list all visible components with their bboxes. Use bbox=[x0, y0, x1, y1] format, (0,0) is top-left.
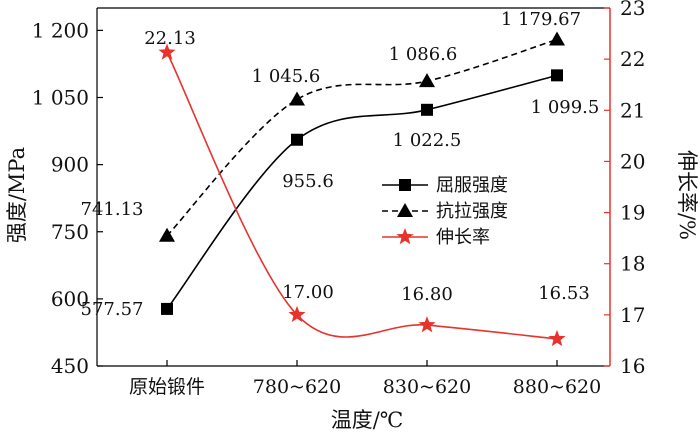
tensile-strength-data-label: 1 179.67 bbox=[501, 9, 581, 30]
yield-strength-data-label: 577.57 bbox=[81, 299, 144, 320]
left-axis-title: 强度/MPa bbox=[5, 147, 29, 243]
plot-frame bbox=[96, 7, 611, 367]
left-tick-label: 1 200 bbox=[32, 18, 89, 42]
right-tick-label: 21 bbox=[620, 98, 645, 122]
legend-label-yield-strength: 屈服强度 bbox=[436, 175, 508, 196]
yield-strength-line bbox=[166, 74, 558, 310]
yield-strength-marker bbox=[161, 302, 173, 315]
tensile-strength-data-label: 741.13 bbox=[81, 199, 144, 220]
tensile-strength-marker bbox=[549, 31, 565, 46]
elongation-line bbox=[166, 52, 558, 340]
left-tick-label: 600 bbox=[51, 287, 89, 311]
tensile-strength-data-label: 1 045.6 bbox=[252, 66, 321, 87]
yield-strength-data-label: 1 022.5 bbox=[393, 130, 462, 151]
labels-layer: 577.57 955.6 1 022.5 1 099.5 741.13 1 045.6 1 … bbox=[81, 9, 600, 320]
yield-strength-data-label: 1 099.5 bbox=[531, 97, 600, 118]
elongation-data-label: 17.00 bbox=[282, 282, 334, 303]
tensile-strength-line bbox=[166, 38, 558, 237]
legend-label-tensile-strength: 抗拉强度 bbox=[436, 201, 508, 222]
left-tick-label: 450 bbox=[51, 354, 89, 378]
x-tick-label: 原始锻件 bbox=[129, 376, 205, 398]
series-layer bbox=[158, 31, 566, 347]
tensile-strength-marker bbox=[419, 73, 435, 88]
yield-strength-data-label: 955.6 bbox=[282, 171, 334, 192]
right-tick-label: 23 bbox=[620, 0, 645, 20]
elongation-data-label: 22.13 bbox=[144, 28, 196, 49]
right-axis-title: 伸长率/% bbox=[675, 150, 699, 240]
legend-label-elongation: 伸长率 bbox=[436, 227, 490, 248]
x-tick-label: 780~620 bbox=[253, 376, 341, 398]
x-tick-label: 830~620 bbox=[383, 376, 471, 398]
elongation-marker bbox=[288, 305, 306, 323]
elongation-marker bbox=[418, 316, 436, 333]
elongation-marker bbox=[158, 43, 176, 60]
tensile-strength-data-label: 1 086.6 bbox=[389, 44, 458, 65]
legend-marker-yield-strength bbox=[399, 179, 411, 191]
right-tick-label: 19 bbox=[620, 201, 645, 225]
left-tick-label: 750 bbox=[51, 220, 89, 244]
x-axis-title: 温度/℃ bbox=[331, 408, 404, 432]
legend-marker-tensile-strength bbox=[397, 203, 413, 217]
tensile-strength-marker bbox=[289, 91, 305, 106]
elongation-marker bbox=[548, 329, 566, 347]
yield-strength-marker bbox=[291, 133, 303, 146]
right-tick-label: 17 bbox=[620, 303, 645, 327]
yield-strength-marker bbox=[421, 103, 433, 116]
legend-marker-elongation bbox=[396, 228, 414, 245]
x-axis: 原始锻件 780~620 830~620 880~620 bbox=[129, 360, 601, 398]
x-tick-label: 880~620 bbox=[513, 376, 601, 398]
left-axis: 450 600 750 900 1 050 1 200 bbox=[32, 18, 103, 378]
yield-strength-marker bbox=[551, 69, 563, 82]
elongation-data-label: 16.53 bbox=[538, 283, 590, 304]
right-tick-label: 16 bbox=[620, 354, 645, 378]
left-tick-label: 900 bbox=[51, 153, 89, 177]
right-tick-label: 22 bbox=[620, 47, 645, 71]
elongation-data-label: 16.80 bbox=[401, 284, 453, 305]
right-tick-label: 20 bbox=[620, 149, 645, 173]
left-tick-label: 1 050 bbox=[32, 86, 89, 110]
right-axis: 16 17 18 19 20 21 22 23 bbox=[604, 0, 645, 378]
right-tick-label: 18 bbox=[620, 252, 645, 276]
tensile-strength-marker bbox=[159, 227, 175, 242]
